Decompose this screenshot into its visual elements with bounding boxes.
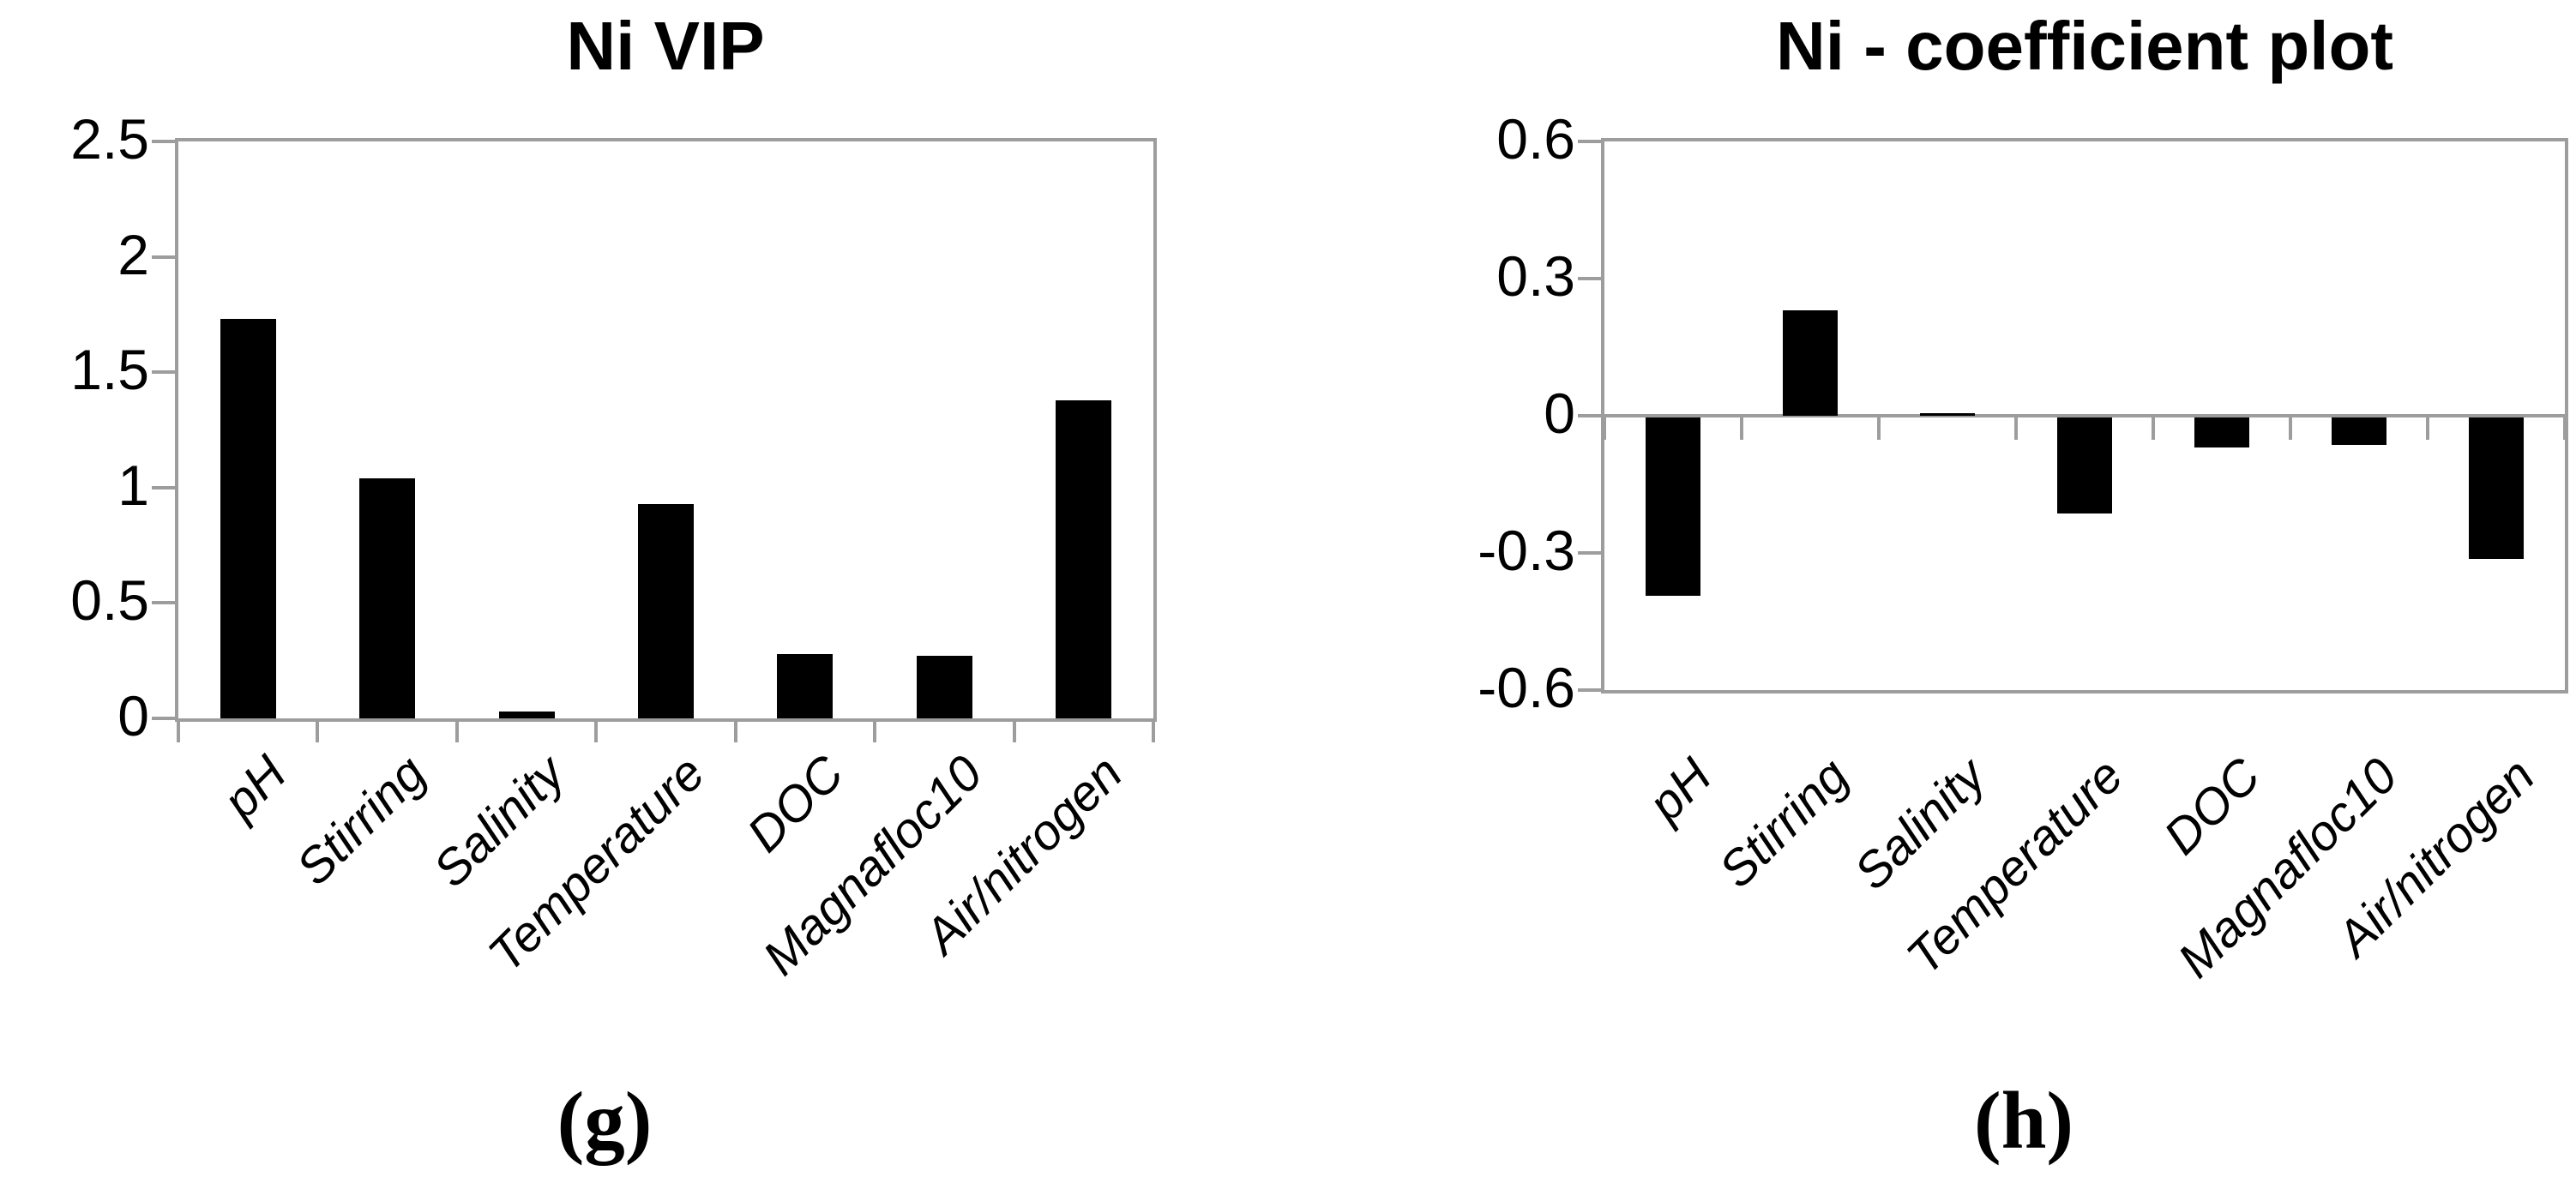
y-tick-label: 2 <box>117 222 149 286</box>
y-axis-tick <box>1578 277 1601 280</box>
bar-doc <box>2194 417 2249 447</box>
bar-salinity <box>498 711 555 718</box>
x-axis-tick <box>2563 417 2567 440</box>
y-tick-label: -0.6 <box>1478 656 1575 719</box>
bar-magnafloc10 <box>916 656 972 718</box>
bar-ph <box>220 319 276 718</box>
y-axis-tick <box>152 255 175 259</box>
figure-caption-h: (h) <box>1973 1075 2074 1166</box>
x-axis-tick <box>1740 417 1743 440</box>
y-axis-tick <box>152 370 175 375</box>
bar-temperature <box>638 503 694 718</box>
chart-title-ni-vip: Ni VIP <box>566 8 765 84</box>
x-axis-tick <box>594 720 599 742</box>
bar-doc <box>777 653 834 718</box>
y-tick-label: -0.3 <box>1478 519 1575 582</box>
figure-caption-g: (g) <box>557 1075 653 1166</box>
x-axis-tick <box>1877 417 1881 440</box>
x-axis-tick <box>1012 720 1016 742</box>
bar-stirring <box>1783 310 1838 416</box>
y-axis-tick <box>1578 688 1601 692</box>
bar-magnafloc10 <box>2332 417 2386 445</box>
y-tick-label: 0 <box>117 684 149 748</box>
y-tick-label: 0 <box>1544 381 1575 445</box>
x-axis-tick <box>733 720 737 742</box>
x-axis-tick <box>177 720 180 742</box>
x-axis-tick <box>2152 417 2155 440</box>
zero-axis-line <box>1601 414 2568 417</box>
x-axis-tick <box>873 720 877 742</box>
y-axis-tick <box>152 485 175 489</box>
y-tick-label: 0.3 <box>1496 244 1575 308</box>
y-axis-tick <box>1578 140 1601 143</box>
y-axis-tick <box>152 601 175 605</box>
y-tick-label: 1 <box>117 453 149 517</box>
y-tick-label: 1.5 <box>70 338 149 402</box>
x-axis-tick <box>316 720 320 742</box>
x-axis-tick <box>2289 417 2292 440</box>
bar-air-nitrogen <box>1056 399 1112 718</box>
x-axis-tick <box>1152 720 1155 742</box>
y-tick-label: 2.5 <box>70 107 149 171</box>
bar-salinity <box>1920 413 1975 416</box>
bar-ph <box>1646 417 1700 596</box>
y-axis-tick <box>152 717 175 720</box>
y-axis-tick <box>1578 414 1601 417</box>
y-tick-label: 0.5 <box>70 568 149 633</box>
y-axis-tick <box>1578 551 1601 555</box>
x-axis-tick <box>2426 417 2429 440</box>
bar-temperature <box>2057 417 2112 513</box>
x-axis-tick <box>1603 417 1606 440</box>
x-axis-tick <box>2014 417 2018 440</box>
bar-stirring <box>359 478 416 718</box>
x-axis-tick <box>454 720 459 742</box>
y-tick-label: 0.6 <box>1496 107 1575 171</box>
bar-air-nitrogen <box>2469 417 2524 560</box>
chart-title-ni-coefficient: Ni - coefficient plot <box>1776 8 2393 84</box>
y-axis-tick <box>152 140 175 143</box>
